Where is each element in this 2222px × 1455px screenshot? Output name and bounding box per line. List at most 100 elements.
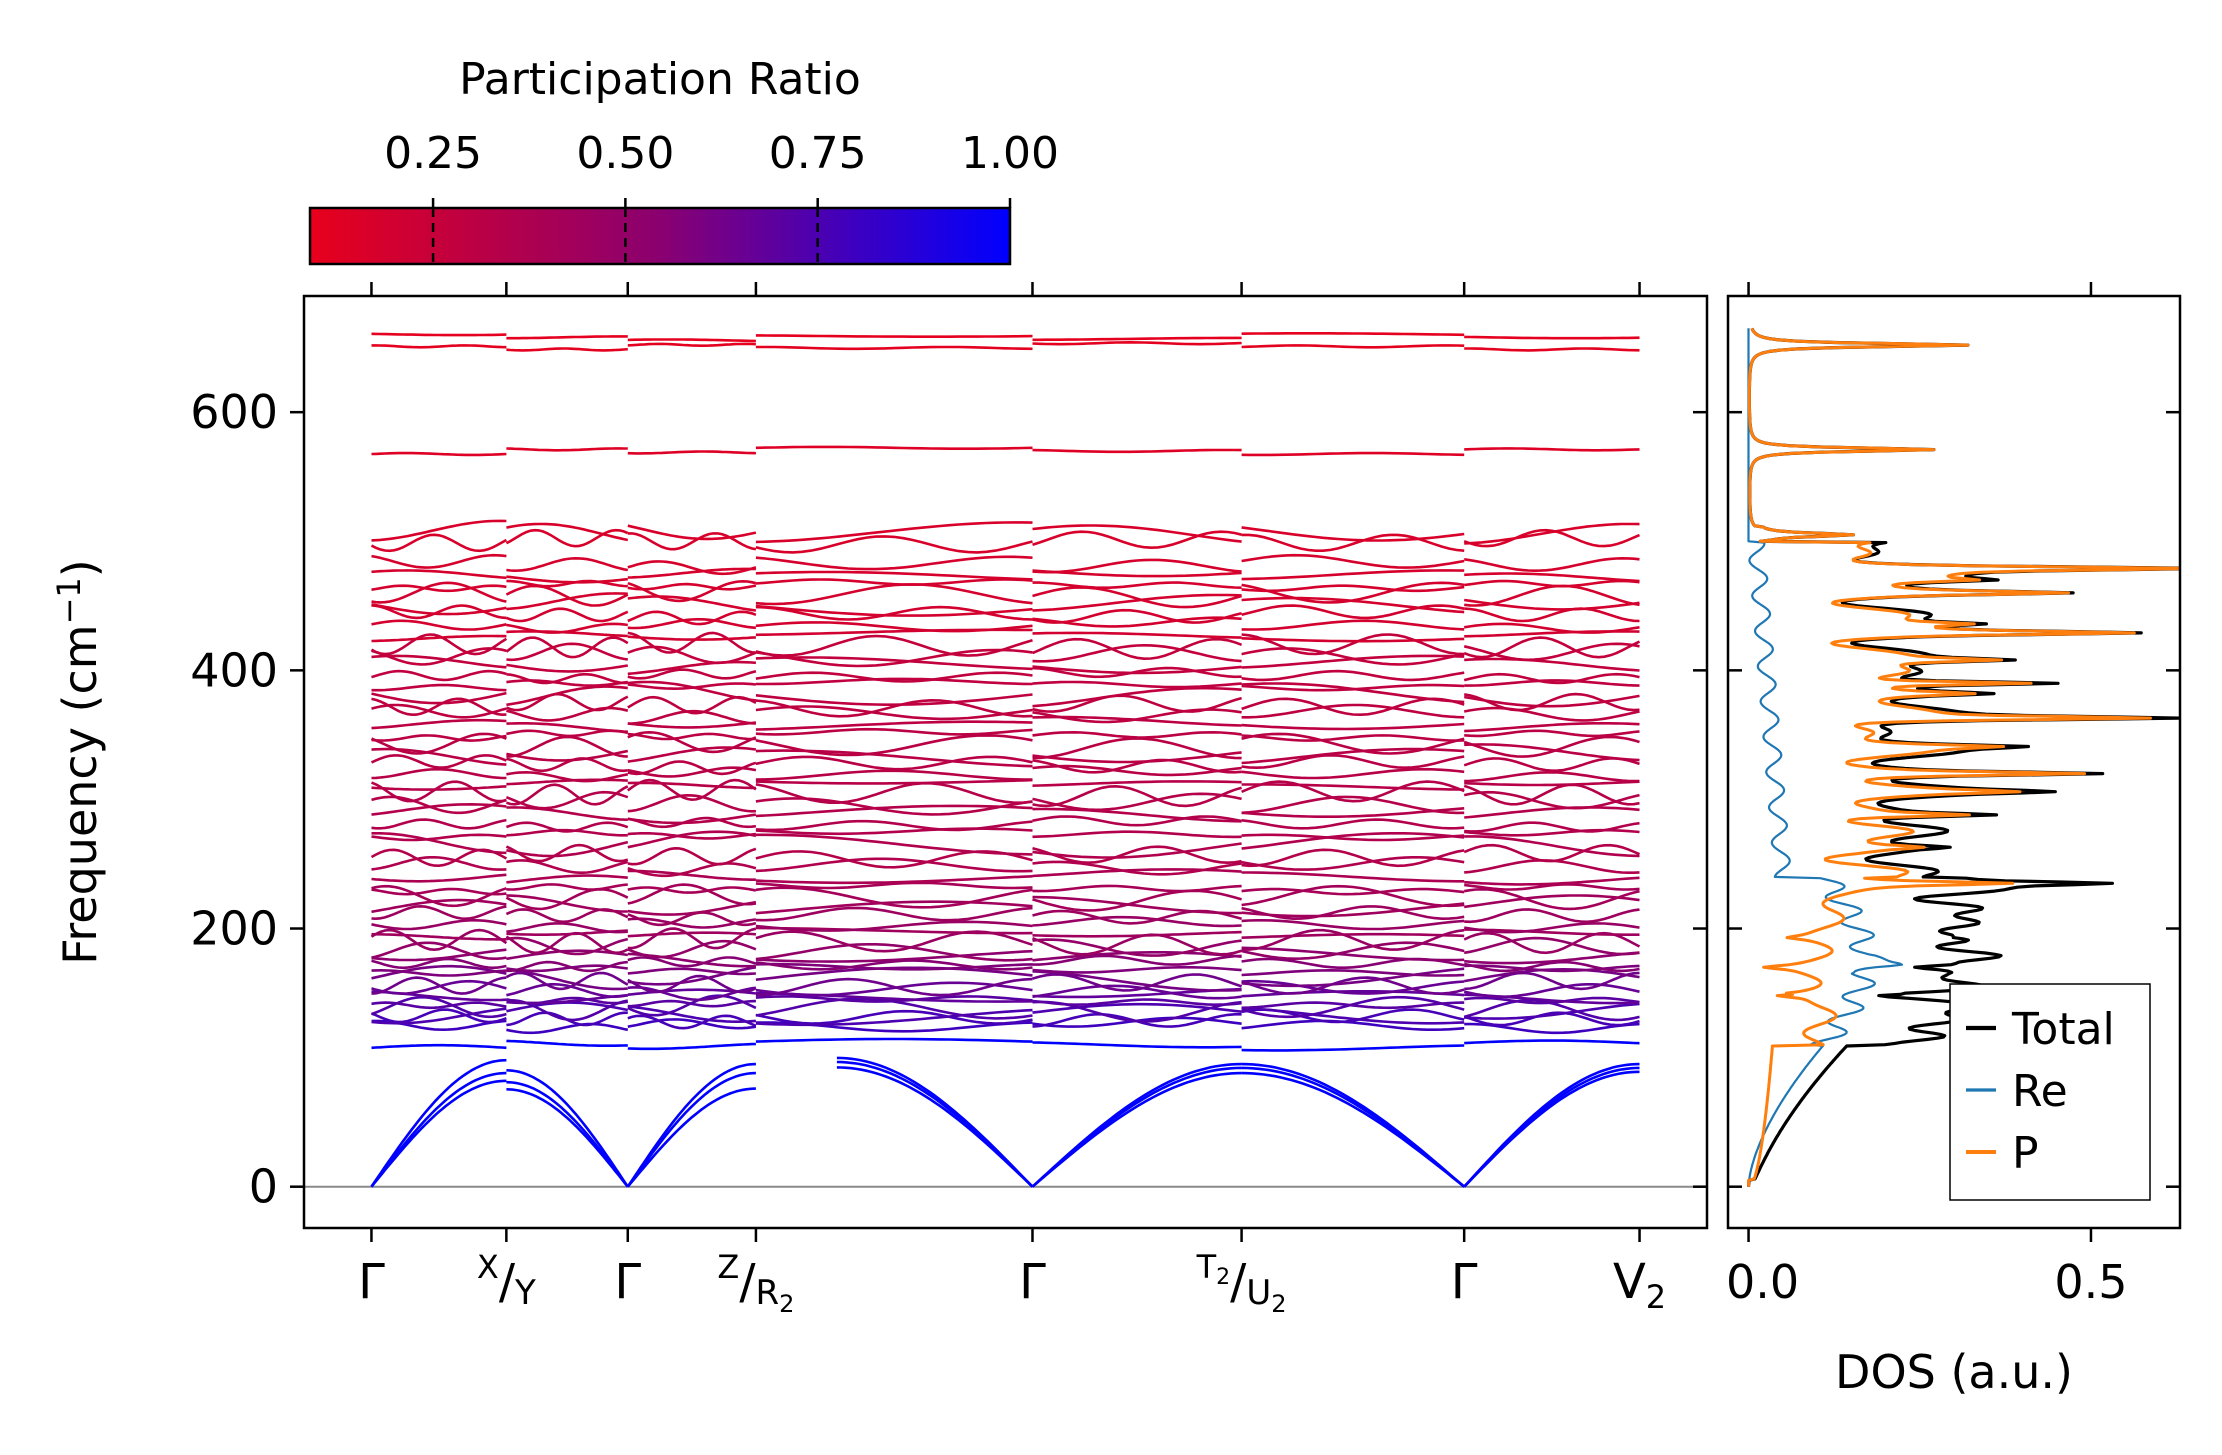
- optical-band: [1464, 770, 1640, 783]
- optical-band: [1241, 734, 1465, 742]
- optical-band: [1464, 607, 1640, 623]
- optical-band: [506, 749, 629, 762]
- optical-band: [755, 671, 1033, 683]
- optical-band: [627, 778, 757, 802]
- optical-band: [627, 967, 756, 976]
- optical-band: [627, 931, 756, 938]
- optical-band: [755, 906, 1033, 922]
- colorbar: Participation Ratio 0.25 0.50 0.75 1.00: [308, 54, 1059, 266]
- optical-band: [755, 555, 1033, 571]
- optical-band: [506, 575, 628, 584]
- optical-band: [1463, 757, 1640, 773]
- optical-band: [1464, 572, 1640, 583]
- k-point-label: V2: [1613, 1254, 1666, 1316]
- optical-band: [1464, 1039, 1640, 1045]
- optical-band: [627, 974, 757, 994]
- optical-band: [371, 904, 507, 921]
- optical-band: [1031, 637, 1243, 661]
- optical-band: [371, 1008, 507, 1024]
- optical-band: [506, 840, 629, 858]
- optical-band: [755, 769, 1033, 781]
- colorbar-gradient: [308, 206, 1012, 266]
- optical-band: [1241, 633, 1465, 656]
- optical-band: [627, 986, 757, 1002]
- optical-band: [1241, 533, 1465, 552]
- optical-band: [371, 833, 507, 842]
- optical-band: [371, 332, 507, 337]
- optical-band: [755, 962, 1033, 971]
- optical-band: [1241, 703, 1465, 719]
- dos-legend: Total Re P: [1949, 983, 2151, 1201]
- optical-band: [1241, 856, 1465, 871]
- optical-band: [506, 685, 628, 707]
- optical-band: [506, 622, 628, 634]
- optical-band: [1241, 604, 1465, 620]
- optical-band: [627, 886, 757, 894]
- optical-band: [506, 960, 628, 973]
- optical-band: [371, 785, 507, 791]
- optical-band: [1241, 526, 1465, 542]
- optical-band: [755, 621, 1033, 633]
- optical-band: [1032, 524, 1242, 543]
- optical-band: [627, 582, 757, 591]
- optical-band: [505, 821, 629, 833]
- optical-band: [506, 922, 628, 934]
- optical-band: [506, 968, 628, 991]
- optical-band: [506, 874, 628, 884]
- optical-band: [1464, 722, 1640, 733]
- optical-band: [1464, 806, 1640, 819]
- colorbar-tick-label: 1.00: [961, 128, 1059, 179]
- optical-band: [1241, 783, 1465, 791]
- optical-band: [627, 709, 756, 725]
- colorbar-tick-label: 0.25: [384, 128, 482, 179]
- optical-band: [755, 930, 1033, 953]
- optical-band: [627, 668, 757, 680]
- optical-band: [1464, 679, 1640, 687]
- optical-band: [1463, 931, 1641, 955]
- optical-band: [1463, 672, 1640, 685]
- optical-band: [627, 567, 756, 579]
- optical-band: [1032, 845, 1242, 865]
- optical-band: [505, 783, 629, 806]
- optical-band: [755, 857, 1033, 873]
- optical-band: [506, 447, 628, 452]
- optical-band: [371, 884, 507, 908]
- optical-band: [505, 843, 629, 863]
- optical-band: [627, 730, 757, 754]
- optical-band: [1241, 795, 1465, 815]
- optical-band: [627, 760, 757, 776]
- optical-band: [370, 633, 508, 656]
- optical-band: [1241, 767, 1465, 780]
- optical-band: [1032, 1041, 1242, 1049]
- optical-band: [506, 770, 629, 783]
- optical-band: [755, 755, 1033, 771]
- optical-band: [755, 656, 1033, 671]
- optical-band: [627, 635, 756, 641]
- y-tick-label: 0: [249, 1160, 278, 1214]
- optical-band: [506, 347, 628, 352]
- optical-band: [1032, 842, 1242, 859]
- optical-band: [627, 927, 757, 950]
- optical-band: [627, 721, 757, 729]
- optical-band: [371, 669, 507, 682]
- optical-band: [1241, 967, 1465, 988]
- optical-band: [755, 1037, 1033, 1043]
- optical-band: [371, 732, 507, 755]
- optical-band: [371, 703, 507, 719]
- optical-band: [1241, 995, 1465, 1019]
- optical-band: [627, 560, 757, 576]
- optical-band: [370, 533, 508, 553]
- optical-band: [1241, 1044, 1465, 1052]
- optical-band: [505, 636, 629, 659]
- optical-band: [1464, 821, 1640, 833]
- colorbar-ticks: 0.25 0.50 0.75 1.00: [384, 128, 1059, 264]
- optical-band: [1241, 902, 1465, 918]
- optical-band: [1241, 887, 1465, 896]
- acoustic-branch: [1031, 1062, 1242, 1188]
- acoustic-branch: [1463, 1066, 1640, 1188]
- optical-band: [371, 767, 507, 780]
- optical-band: [1032, 686, 1242, 708]
- optical-band: [627, 793, 756, 813]
- optical-band: [1464, 556, 1640, 573]
